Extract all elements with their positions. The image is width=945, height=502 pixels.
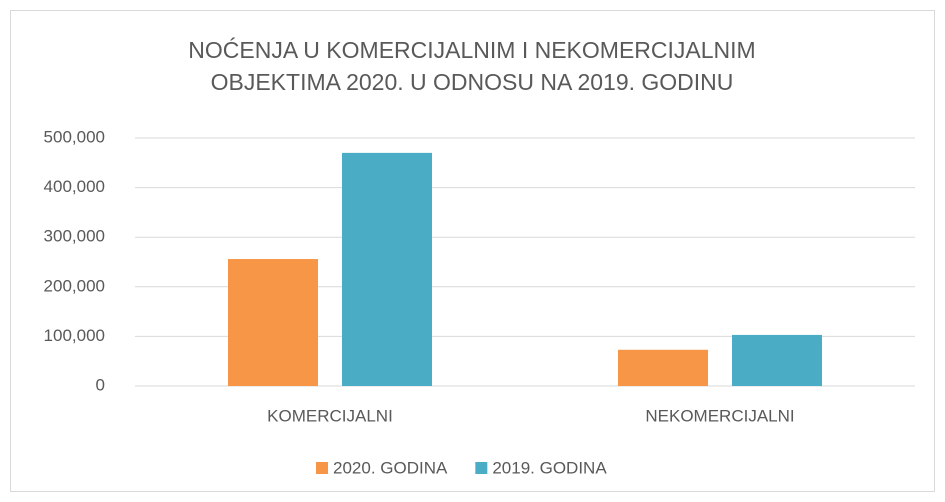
- x-tick-label: KOMERCIJALNI: [267, 406, 393, 425]
- chart-title: NOĆENJA U KOMERCIJALNIM I NEKOMERCIJALNI…: [188, 37, 756, 95]
- y-tick-label: 200,000: [44, 276, 105, 295]
- x-tick-label: NEKOMERCIJALNI: [645, 406, 794, 425]
- y-tick-label: 400,000: [44, 177, 105, 196]
- chart-border: [10, 10, 935, 492]
- y-tick-label: 0: [96, 375, 105, 394]
- legend-swatch: [475, 462, 488, 474]
- y-tick-label: 500,000: [44, 127, 105, 146]
- bar: [618, 349, 708, 386]
- bar: [732, 334, 822, 386]
- bar: [228, 259, 318, 386]
- legend-label: 2019. GODINA: [492, 458, 607, 477]
- bar: [342, 152, 432, 386]
- legend-label: 2020. GODINA: [333, 458, 448, 477]
- y-tick-label: 300,000: [44, 227, 105, 246]
- y-tick-label: 100,000: [44, 326, 105, 345]
- legend-swatch: [316, 462, 328, 474]
